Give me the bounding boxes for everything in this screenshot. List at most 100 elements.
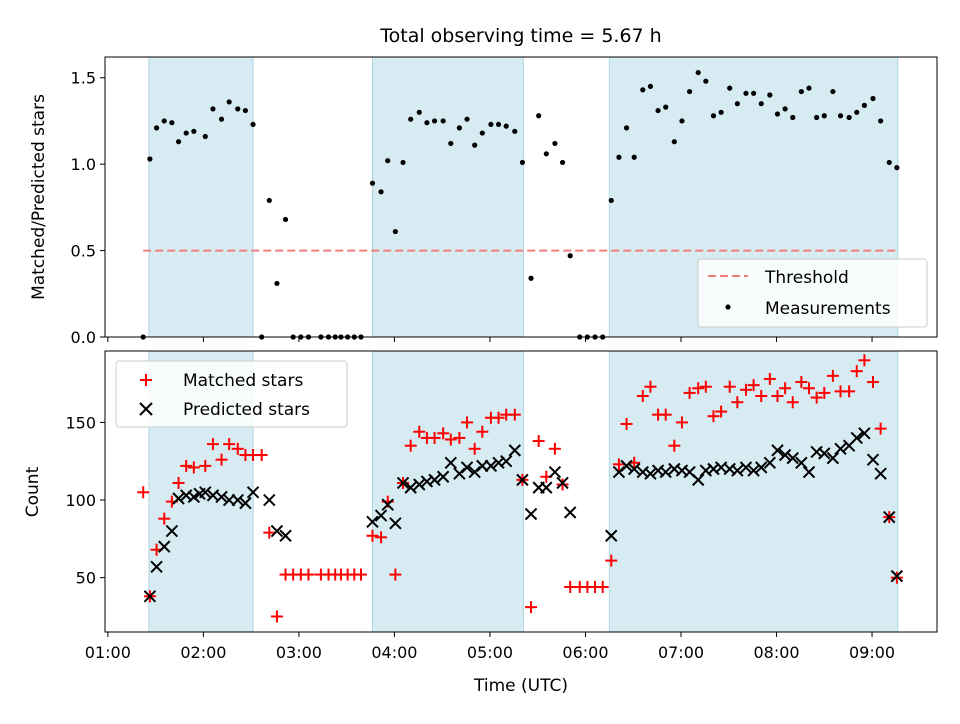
predicted-star-point [270, 524, 284, 538]
predicted-star-point [763, 456, 777, 469]
measurement-point [830, 88, 836, 95]
measurement-point [161, 118, 167, 124]
predicted-star-point [771, 444, 784, 457]
measurement-point [655, 107, 661, 114]
bottom-axes-frame [104, 350, 938, 633]
measurement-point [416, 109, 422, 115]
top-y-axis-label: Matched/Predicted stars [29, 94, 49, 300]
legend-measurements-swatch [725, 304, 731, 310]
predicted-star-point [866, 453, 880, 466]
predicted-star-point [826, 451, 840, 465]
measurement-point [440, 118, 446, 124]
predicted-star-point [778, 448, 792, 462]
predicted-stars-layer [143, 427, 904, 603]
predicted-star-point [413, 478, 426, 491]
matched-star-point [755, 390, 768, 403]
matched-star-point [223, 438, 236, 451]
matched-star-point [675, 416, 688, 429]
measurement-point [886, 159, 892, 166]
measurement-point [536, 113, 542, 119]
matched-star-point [199, 459, 212, 472]
matched-star-point [215, 453, 228, 466]
measurement-point [202, 133, 208, 140]
predicted-star-point [460, 461, 474, 474]
bottom-y-tick-label: 50 [76, 569, 96, 588]
bottom-y-tick-label: 100 [65, 491, 96, 510]
measurement-point [750, 90, 757, 96]
bottom-legend: Matched stars Predicted stars [115, 360, 348, 428]
predicted-star-point [644, 467, 657, 480]
predicted-star-point [731, 464, 744, 477]
matched-star-point [158, 512, 171, 525]
measurement-point [431, 118, 438, 124]
measurement-point [854, 109, 860, 115]
predicted-star-point [499, 455, 513, 468]
predicted-star-point [802, 465, 816, 479]
measurement-point [512, 128, 518, 134]
matched-star-point [172, 476, 185, 489]
top-shaded-interval [371, 56, 524, 338]
matched-star-point [492, 411, 505, 424]
predicted-star-point [366, 515, 379, 528]
measurement-point [894, 165, 900, 171]
matched-star-point [843, 385, 856, 398]
matched-star-point [723, 380, 736, 393]
measurement-point [153, 125, 160, 131]
predicted-star-point [755, 461, 768, 474]
predicted-star-point [795, 456, 808, 469]
predicted-star-point [381, 498, 394, 511]
x-tick-label: 02:00 [180, 643, 226, 662]
predicted-star-point [428, 473, 441, 487]
measurement-point [679, 118, 685, 124]
matched-star-point [731, 396, 744, 409]
legend-matched-label: Matched stars [183, 371, 303, 391]
measurement-point [616, 154, 622, 160]
measurement-point [448, 140, 454, 147]
matched-star-point [818, 386, 831, 399]
top-x-ticks [107, 337, 873, 342]
measurement-point [456, 125, 462, 131]
matched-star-point [858, 354, 871, 367]
bottom-shaded-interval [371, 350, 524, 633]
predicted-star-point [834, 442, 847, 456]
matched-star-point [532, 435, 545, 448]
measurement-point [686, 88, 693, 95]
matched-star-point [302, 568, 315, 581]
matched-star-point [850, 365, 863, 378]
measurement-point [782, 106, 788, 112]
predicted-star-point [246, 486, 260, 499]
measurement-point [567, 253, 573, 259]
measurement-point [767, 92, 773, 98]
measurement-point [528, 275, 534, 281]
predicted-star-point [548, 465, 562, 479]
matched-star-point [453, 431, 466, 444]
predicted-star-point [158, 540, 171, 553]
matched-star-point [596, 580, 609, 593]
predicted-star-point [374, 509, 388, 522]
matched-star-point [404, 439, 417, 452]
matched-star-point [270, 610, 283, 623]
top-y-ticks: 0.0 0.5 1.0 1.5 [71, 69, 105, 347]
measurement-point [758, 101, 764, 107]
measurement-point [727, 85, 733, 91]
measurement-point [640, 87, 646, 93]
predicted-star-point [444, 456, 457, 469]
measurement-point [424, 120, 430, 126]
predicted-star-point [187, 490, 201, 504]
measurement-point [282, 216, 289, 223]
predicted-star-point [747, 464, 760, 477]
predicted-star-point [484, 459, 498, 473]
top-y-tick-label: 0.0 [71, 328, 96, 347]
measurement-point [479, 130, 485, 136]
matched-star-point [187, 461, 200, 474]
predicted-star-point [540, 481, 553, 494]
measurement-point [218, 116, 225, 122]
measurement-point [671, 139, 677, 145]
measurement-point [837, 113, 844, 119]
measurement-point [503, 123, 509, 129]
x-tick-label: 08:00 [753, 643, 799, 662]
measurement-point [734, 101, 740, 107]
measurement-point [191, 128, 197, 134]
